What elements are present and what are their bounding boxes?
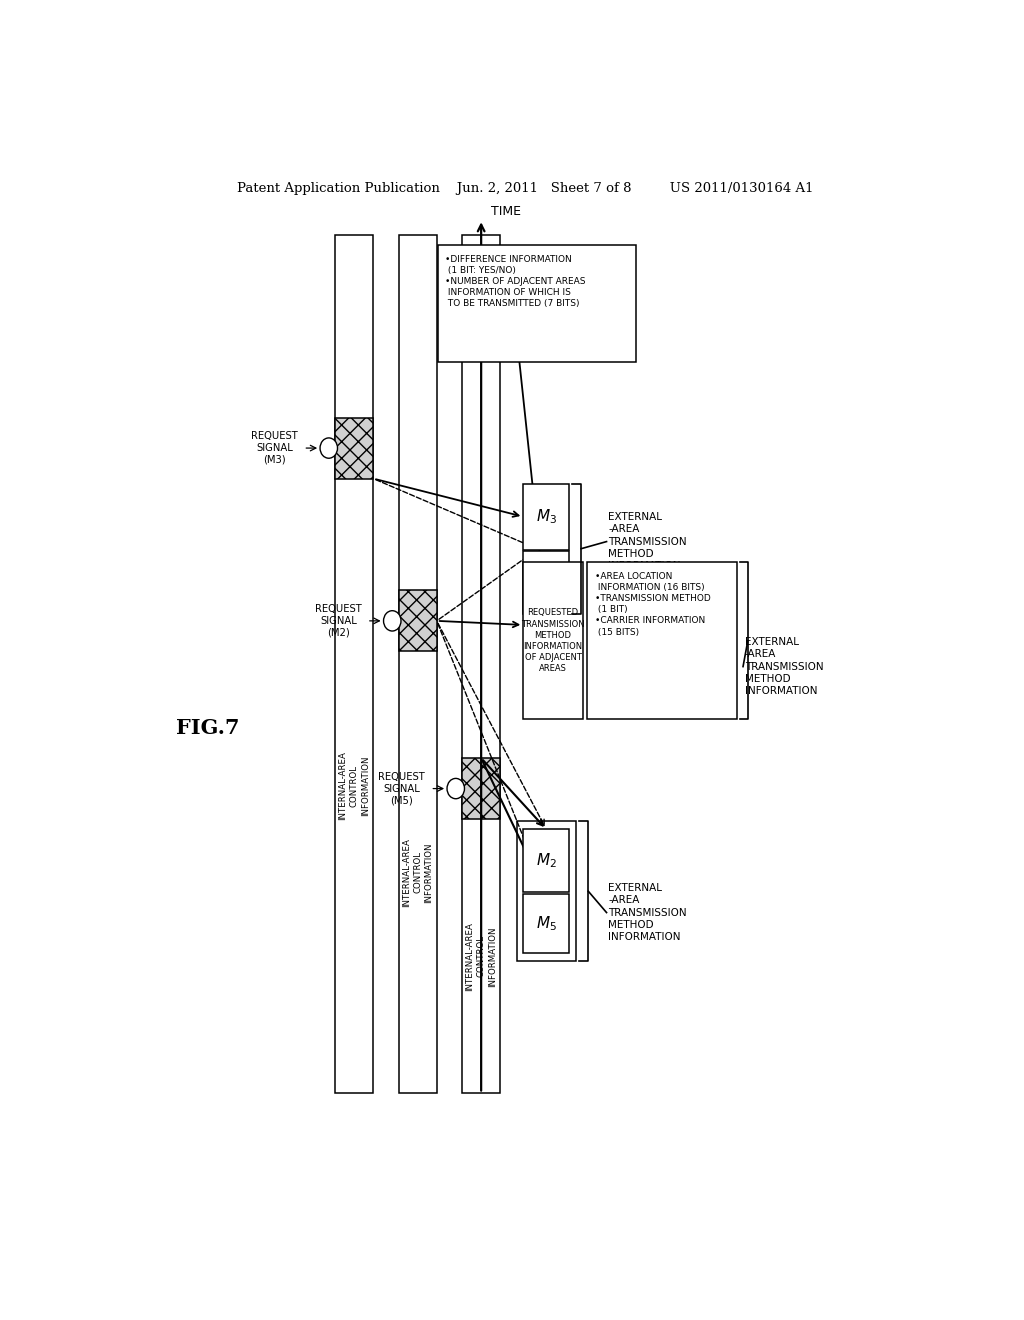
Bar [335, 417, 373, 479]
Bar [462, 758, 500, 818]
Bar [523, 894, 569, 953]
Text: REQUEST
SIGNAL
(M5): REQUEST SIGNAL (M5) [379, 772, 425, 805]
Text: INTERNAL-AREA
CONTROL
INFORMATION: INTERNAL-AREA CONTROL INFORMATION [466, 921, 497, 991]
Text: $\mathit{M}_2$: $\mathit{M}_2$ [536, 851, 557, 870]
Bar [523, 550, 569, 614]
Text: EXTERNAL
-AREA
TRANSMISSION
METHOD
INFORMATION: EXTERNAL -AREA TRANSMISSION METHOD INFOR… [608, 883, 687, 942]
Text: INTERNAL-AREA
CONTROL
INFORMATION: INTERNAL-AREA CONTROL INFORMATION [402, 838, 433, 907]
Text: Patent Application Publication    Jun. 2, 2011   Sheet 7 of 8         US 2011/01: Patent Application Publication Jun. 2, 2… [237, 182, 813, 195]
Bar [335, 235, 373, 1093]
Bar [587, 562, 737, 719]
Text: REQUEST
SIGNAL
(M3): REQUEST SIGNAL (M3) [252, 432, 298, 465]
Text: REQUEST
SIGNAL
(M2): REQUEST SIGNAL (M2) [315, 605, 361, 638]
Text: FIG.7: FIG.7 [175, 718, 240, 738]
Bar [398, 590, 436, 651]
Text: $\mathit{M}_5$: $\mathit{M}_5$ [536, 915, 557, 933]
Text: •AREA LOCATION
 INFORMATION (16 BITS)
•TRANSMISSION METHOD
 (1 BIT)
•CARRIER INF: •AREA LOCATION INFORMATION (16 BITS) •TR… [595, 572, 711, 636]
Text: •DIFFERENCE INFORMATION
 (1 BIT: YES/NO)
•NUMBER OF ADJACENT AREAS
 INFORMATION : •DIFFERENCE INFORMATION (1 BIT: YES/NO) … [445, 255, 586, 309]
Text: TIME: TIME [490, 205, 520, 218]
Text: $\mathit{M}_3$: $\mathit{M}_3$ [536, 507, 557, 527]
Ellipse shape [384, 611, 401, 631]
Bar [462, 235, 500, 1093]
Text: REQUESTED
TRANSMISSION
METHOD
INFORMATION
OF ADJACENT
AREAS: REQUESTED TRANSMISSION METHOD INFORMATIO… [521, 609, 585, 673]
Text: EXTERNAL
-AREA
TRANSMISSION
METHOD
INFORMATION: EXTERNAL -AREA TRANSMISSION METHOD INFOR… [744, 636, 823, 697]
Bar [437, 244, 636, 362]
Bar [398, 235, 436, 1093]
Bar [517, 821, 577, 961]
Text: EXTERNAL
-AREA
TRANSMISSION
METHOD
INFORMATION: EXTERNAL -AREA TRANSMISSION METHOD INFOR… [608, 512, 687, 572]
Text: INTERNAL-AREA
CONTROL
INFORMATION: INTERNAL-AREA CONTROL INFORMATION [339, 751, 370, 821]
Bar [523, 829, 569, 892]
Bar [523, 483, 569, 549]
Ellipse shape [321, 438, 338, 458]
Ellipse shape [447, 779, 465, 799]
Bar [523, 562, 583, 719]
